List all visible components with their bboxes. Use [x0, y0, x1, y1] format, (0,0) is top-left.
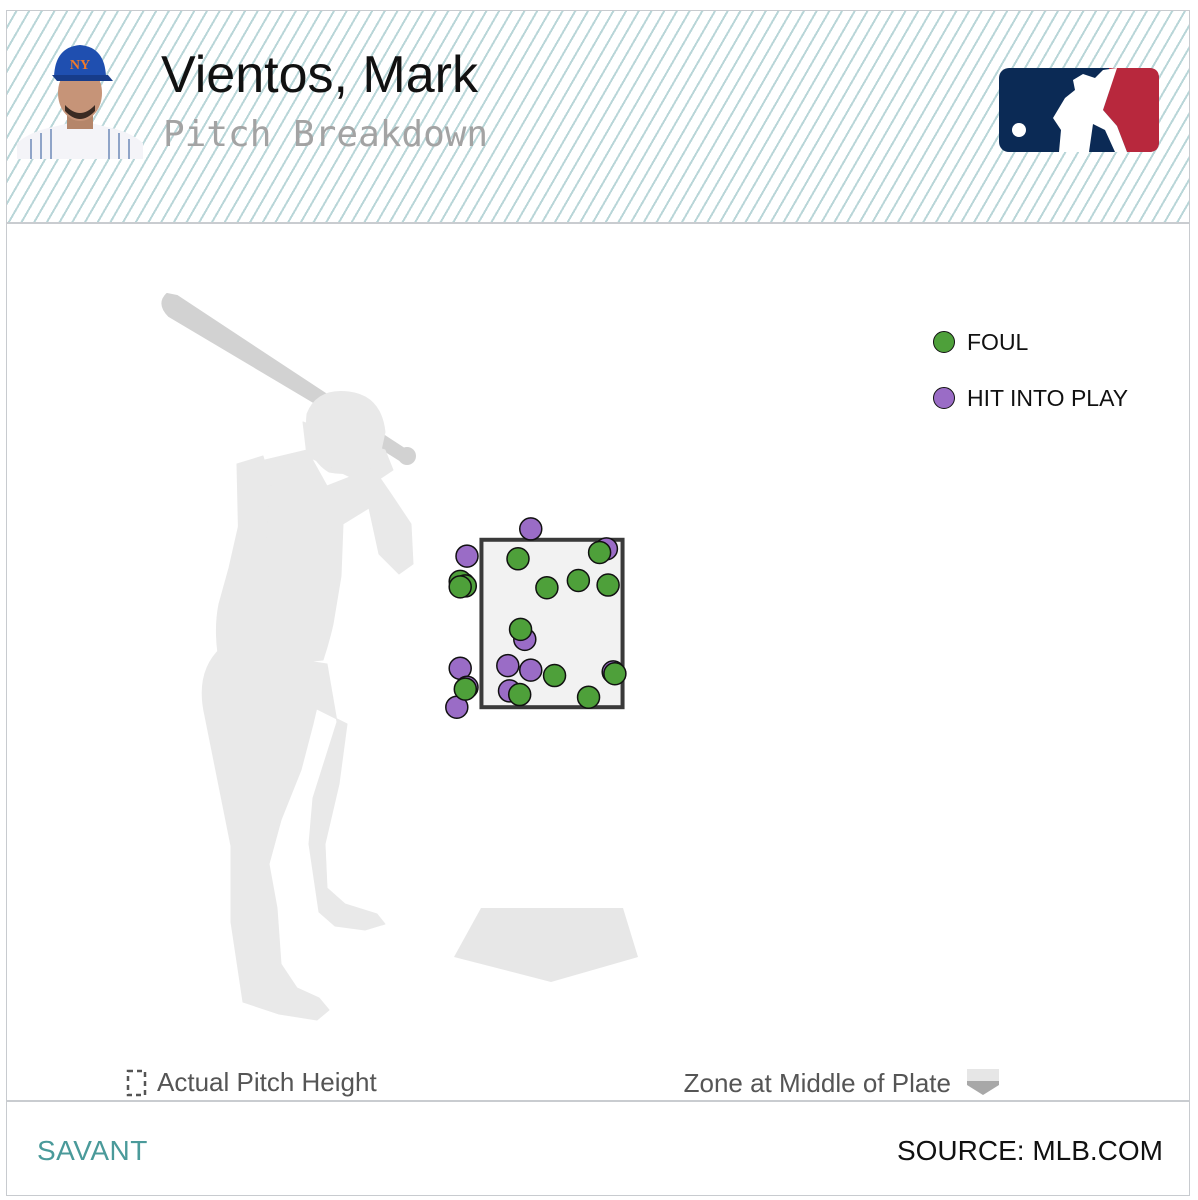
pitch-point-foul-0	[506, 547, 530, 571]
home-plate-icon	[967, 1069, 999, 1095]
pitch-point-foul-6	[596, 573, 620, 597]
player-headshot-icon: NY	[17, 45, 143, 159]
pitch-point-hit-into-play-2	[455, 544, 479, 568]
pitch-point-foul-13	[453, 677, 478, 701]
pitch-point-foul-3	[448, 575, 472, 599]
pitch-point-hit-into-play-6	[519, 658, 543, 682]
source-label: SOURCE: MLB.COM	[896, 1135, 1163, 1166]
pitch-zone-plot	[161, 293, 638, 1021]
note-actual-pitch-height-label: Actual Pitch Height	[157, 1067, 377, 1097]
pitch-point-hit-into-play-0	[519, 517, 543, 541]
note-actual-pitch-height: Actual Pitch Height	[125, 1067, 377, 1098]
pitch-point-foul-11	[507, 682, 532, 707]
pitch-point-foul-7	[587, 540, 612, 565]
pitch-point-foul-10	[603, 661, 627, 686]
plot-area: FOUL HIT INTO PLAY Actual Pitch Height Z…	[7, 224, 1189, 1100]
legend-label-foul: FOUL	[967, 328, 1029, 355]
chart-footer: SAVANT SOURCE: MLB.COM	[7, 1100, 1189, 1196]
legend-item-hit-into-play: HIT INTO PLAY	[933, 370, 1128, 426]
chart-header: NY Vientos, Mark Pitch Breakdown	[7, 11, 1189, 224]
home-plate	[454, 908, 638, 982]
chart-subtitle: Pitch Breakdown	[163, 114, 489, 155]
dashed-box-icon	[126, 1069, 147, 1096]
mlb-logo-icon	[999, 68, 1159, 152]
chart-card: NY Vientos, Mark Pitch Breakdown	[6, 10, 1190, 1196]
legend-label-hit-into-play: HIT INTO PLAY	[967, 384, 1129, 411]
legend: FOUL HIT INTO PLAY	[933, 314, 1128, 426]
pitch-point-foul-12	[576, 685, 601, 709]
legend-item-foul: FOUL	[933, 314, 1128, 370]
svg-text:NY: NY	[70, 58, 90, 73]
legend-dot-hit-into-play-icon	[933, 387, 955, 409]
note-zone-middle-plate-label: Zone at Middle of Plate	[683, 1067, 951, 1098]
brand-label: SAVANT	[37, 1135, 148, 1166]
pitch-point-foul-4	[535, 575, 559, 600]
pitch-point-hit-into-play-5	[496, 653, 520, 678]
pitch-point-foul-8	[508, 617, 533, 642]
batter-silhouette	[161, 293, 416, 1021]
note-zone-middle-plate: Zone at Middle of Plate	[684, 1067, 1001, 1099]
player-name: Vientos, Mark	[161, 46, 478, 104]
pitch-point-foul-9	[542, 663, 567, 688]
pitch-point-foul-5	[566, 568, 591, 593]
legend-dot-foul-icon	[933, 331, 955, 353]
